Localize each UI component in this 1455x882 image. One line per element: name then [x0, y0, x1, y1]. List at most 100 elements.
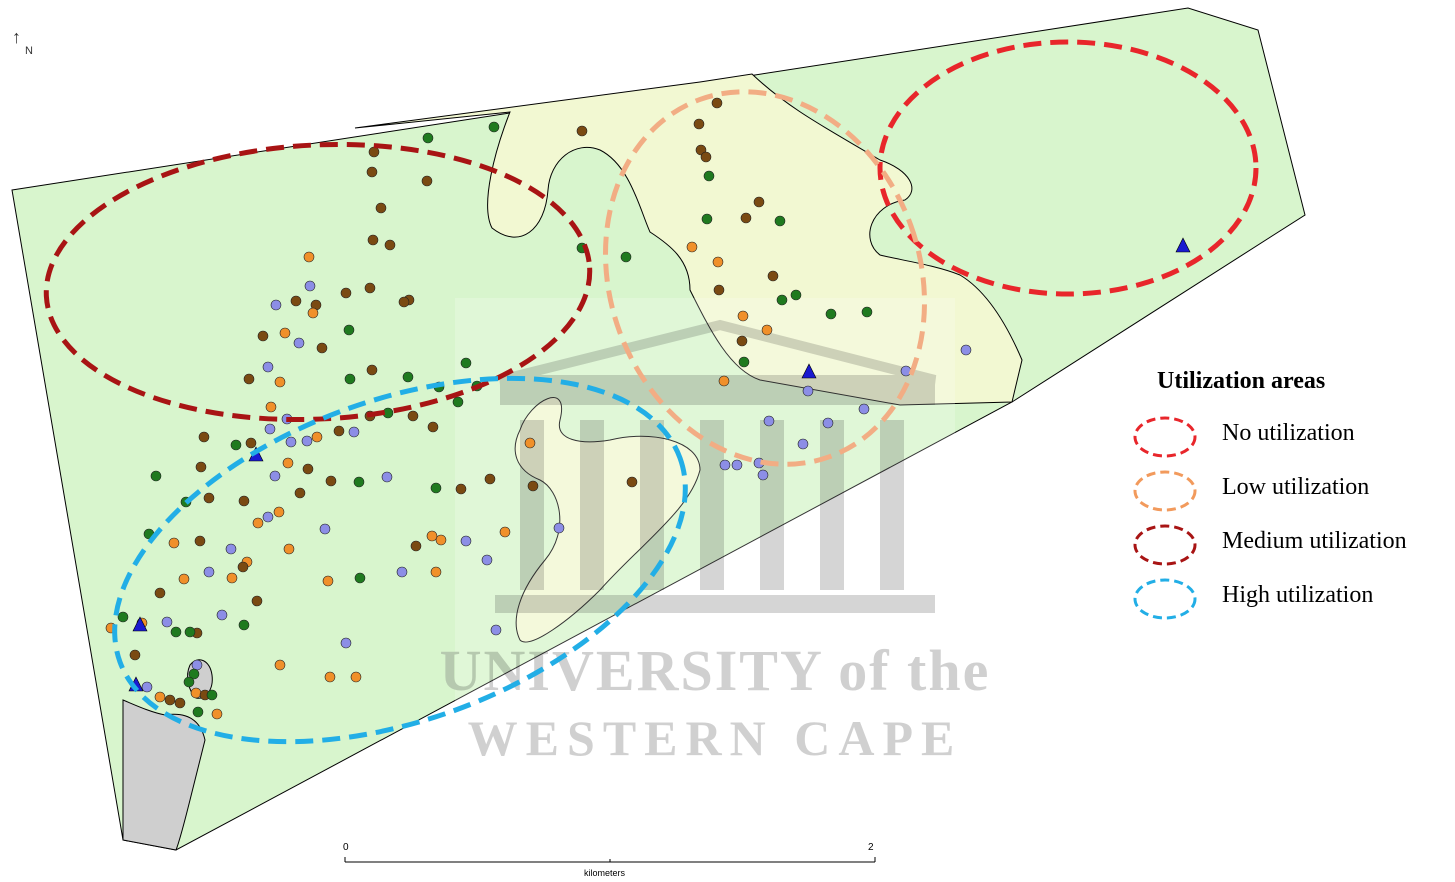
observation-dot — [703, 170, 715, 182]
low-utilization-ellipse — [603, 89, 927, 467]
legend-item-medium-utilization: Medium utilization — [1130, 523, 1450, 577]
observation-dot — [490, 624, 502, 636]
observation-dot — [216, 609, 228, 621]
watermark-line2: WESTERN CAPE — [468, 710, 963, 766]
blue-dashed-circle-icon — [1133, 578, 1197, 620]
observation-dot — [858, 403, 870, 415]
observation-dot — [198, 431, 210, 443]
observation-dot — [353, 476, 365, 488]
observation-dot — [252, 517, 264, 529]
scale-end-label: 2 — [868, 842, 874, 853]
observation-dot — [713, 284, 725, 296]
darkred-dashed-circle-icon — [1133, 524, 1197, 566]
observation-dot — [701, 213, 713, 225]
observation-dot — [825, 308, 837, 320]
legend-item-low-utilization: Low utilization — [1130, 469, 1450, 523]
yellow-inlet — [514, 397, 701, 643]
yellow-zone — [354, 73, 1023, 406]
gray-area — [122, 699, 206, 851]
observation-dot — [304, 280, 316, 292]
observation-dot — [402, 371, 414, 383]
observation-dot — [251, 595, 263, 607]
observation-dot — [226, 572, 238, 584]
observation-dot — [822, 417, 834, 429]
observation-dot — [367, 234, 379, 246]
scale-line — [344, 857, 876, 863]
observation-dot — [188, 668, 200, 680]
observation-dot — [225, 543, 237, 555]
observation-dot — [270, 299, 282, 311]
observation-dot — [455, 483, 467, 495]
observation-dot — [285, 436, 297, 448]
observation-dot — [430, 482, 442, 494]
observation-dot — [731, 459, 743, 471]
observation-dot — [354, 572, 366, 584]
observation-dot — [452, 396, 464, 408]
observation-dot — [626, 476, 638, 488]
observation-dot — [154, 691, 166, 703]
observation-dot — [398, 296, 410, 308]
observation-dot — [274, 659, 286, 671]
observation-dot — [203, 492, 215, 504]
observation-dot — [129, 649, 141, 661]
legend: Utilization areas No utilization Low uti… — [1130, 368, 1450, 631]
observation-dot — [753, 196, 765, 208]
observation-dot — [243, 373, 255, 385]
observation-dot — [384, 239, 396, 251]
university-watermark: UNIVERSITY of the WESTERN CAPE — [440, 298, 991, 768]
observation-dot — [230, 439, 242, 451]
observation-dot — [168, 537, 180, 549]
observation-dot — [290, 295, 302, 307]
legend-item-no-utilization: No utilization — [1130, 415, 1450, 469]
observation-dot — [211, 708, 223, 720]
observation-dot — [262, 361, 274, 373]
no-utilization-ellipse — [877, 39, 1259, 297]
observation-dot — [427, 421, 439, 433]
observation-dot — [333, 425, 345, 437]
observation-dot — [435, 534, 447, 546]
observation-dot — [900, 365, 912, 377]
observation-dot — [237, 561, 249, 573]
observation-dot — [767, 270, 779, 282]
north-label: N — [25, 45, 33, 57]
observation-dot — [527, 480, 539, 492]
observation-dot — [484, 473, 496, 485]
observation-dot — [430, 566, 442, 578]
legend-item-high-utilization: High utilization — [1130, 577, 1450, 631]
observation-dot — [238, 619, 250, 631]
observation-dot — [257, 330, 269, 342]
observation-dot — [460, 535, 472, 547]
observation-dot — [686, 241, 698, 253]
observation-dot — [324, 671, 336, 683]
observation-dot — [481, 554, 493, 566]
observation-dot — [366, 364, 378, 376]
observation-dot — [960, 344, 972, 356]
observation-dot — [343, 324, 355, 336]
observation-dot — [700, 151, 712, 163]
observation-dot — [410, 540, 422, 552]
observation-dot — [238, 495, 250, 507]
observation-dot — [738, 356, 750, 368]
observation-dot — [524, 437, 536, 449]
observation-dot — [282, 457, 294, 469]
watermark-line1: UNIVERSITY of the — [440, 638, 991, 703]
observation-dot — [407, 410, 419, 422]
observation-dot — [718, 375, 730, 387]
observation-dot — [273, 506, 285, 518]
observation-dot — [184, 626, 196, 638]
observation-dot — [307, 307, 319, 319]
scale-bar: 0 2 kilometers — [340, 842, 880, 882]
observation-dot — [150, 470, 162, 482]
observation-dot — [203, 566, 215, 578]
observation-dot — [311, 431, 323, 443]
legend-label: Low utilization — [1222, 474, 1370, 500]
observation-dot — [344, 373, 356, 385]
observation-dot — [737, 310, 749, 322]
observation-dot — [283, 543, 295, 555]
observation-dot — [802, 385, 814, 397]
high-utilization-ellipse — [112, 375, 688, 745]
observation-dot — [488, 121, 500, 133]
north-arrow-icon: ↑ — [12, 27, 21, 47]
observation-points — [105, 97, 972, 720]
